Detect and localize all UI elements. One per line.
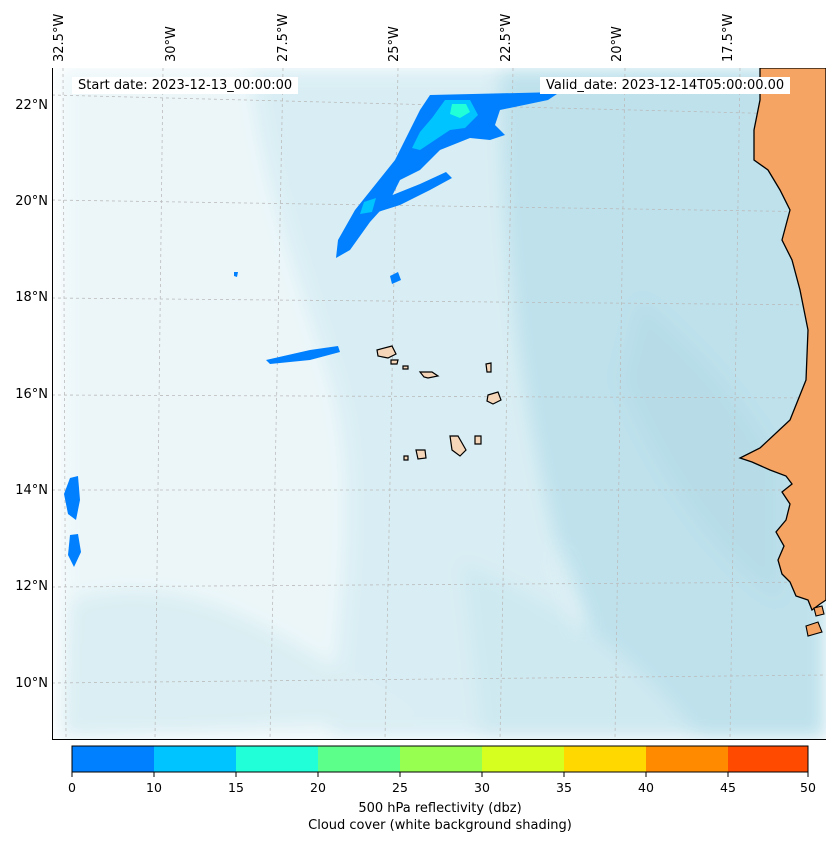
reflectivity-fleck: [234, 272, 238, 277]
cloud-band-south: [460, 560, 700, 739]
island-santa-luzia: [402, 365, 409, 370]
island-brava: [403, 455, 409, 461]
colorbar-segment: [318, 746, 400, 772]
cloud-field-west: [60, 68, 346, 739]
map-frame: [52, 68, 826, 740]
map-panel: [52, 68, 826, 739]
island-santiago: [449, 435, 467, 457]
colorbar-tick-label: 0: [68, 780, 76, 795]
lat-label-10n: 10°N: [15, 676, 48, 691]
island-boa-vista: [486, 391, 502, 405]
island-sal: [485, 362, 492, 373]
island-santo-antao: [376, 345, 397, 359]
start-date-label: Start date: 2023-12-13_00:00:00: [72, 77, 299, 94]
colorbar-tick-label: 25: [392, 780, 408, 795]
lat-label-16n: 16°N: [15, 387, 48, 402]
lat-label-22n: 22°N: [15, 98, 48, 113]
reflectivity-blob-13n: [68, 534, 81, 567]
colorbar-segment: [482, 746, 564, 772]
lat-label-20n: 20°N: [15, 194, 48, 209]
lon-label-27-5w: 27.5°W: [276, 13, 291, 62]
valid-date-label: Valid_date: 2023-12-14T05:00:00.00: [540, 77, 791, 94]
colorbar-segment: [564, 746, 646, 772]
lat-label-18n: 18°N: [15, 290, 48, 305]
reflectivity-band-19n: [360, 198, 376, 214]
colorbar-subtitle: Cloud cover (white background shading): [308, 818, 572, 833]
colorbar-segment: [728, 746, 808, 772]
colorbar-segment: [72, 746, 154, 772]
africa-landmass: [738, 68, 826, 612]
reflectivity-streak-17n: [266, 346, 340, 364]
colorbar-tick-label: 15: [228, 780, 244, 795]
reflectivity-peak: [450, 104, 470, 118]
lon-label-22-5w: 22.5°W: [499, 13, 514, 62]
lon-label-20w: 20°W: [610, 26, 625, 62]
cloud-cover-shading: [60, 68, 826, 739]
bissagos-islands: [805, 605, 825, 637]
reflectivity-band-20n: [378, 172, 452, 212]
island-maio: [474, 435, 482, 445]
reflectivity-colorbar: [71, 745, 809, 777]
colorbar-segment: [646, 746, 728, 772]
colorbar-tick-label: 35: [556, 780, 572, 795]
colorbar-title: 500 hPa reflectivity (dbz): [358, 801, 522, 816]
reflectivity-blob-14n: [64, 476, 80, 520]
colorbar-segment: [236, 746, 318, 772]
colorbar-outline: [71, 745, 809, 773]
colorbar-segment: [154, 746, 236, 772]
lat-label-12n: 12°N: [15, 579, 48, 594]
lon-label-17-5w: 17.5°W: [721, 13, 736, 62]
colorbar-tick-label: 10: [146, 780, 162, 795]
cape-verde-islands: [376, 345, 502, 461]
cloud-band-se: [620, 300, 780, 600]
graticule: [52, 68, 826, 739]
colorbar-tick-label: 40: [638, 780, 654, 795]
lon-label-30w: 30°W: [164, 26, 179, 62]
island-fogo: [415, 449, 427, 460]
island-sao-vicente: [390, 359, 399, 365]
reflectivity-blob-18n: [390, 272, 401, 284]
lon-label-32-5w: 32.5°W: [52, 13, 67, 62]
colorbar-tick-label: 20: [310, 780, 326, 795]
colorbar-tick-label: 50: [800, 780, 816, 795]
colorbar-tick-label: 45: [720, 780, 736, 795]
cloud-band-sw: [60, 590, 420, 739]
lon-label-25w: 25°W: [387, 26, 402, 62]
colorbar-tick-label: 30: [474, 780, 490, 795]
island-sao-nicolau: [418, 371, 440, 379]
lat-label-14n: 14°N: [15, 483, 48, 498]
colorbar-segment: [400, 746, 482, 772]
reflectivity-contours: [64, 92, 560, 567]
